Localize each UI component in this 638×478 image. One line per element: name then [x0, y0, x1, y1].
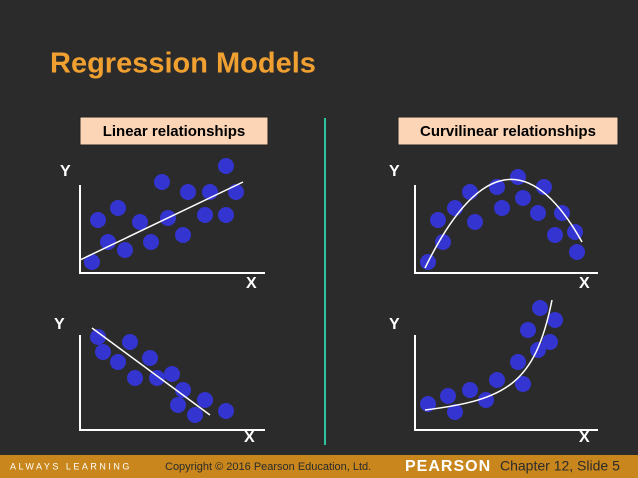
scatter-point — [218, 403, 234, 419]
scatter-point — [218, 158, 234, 174]
footer-bar — [0, 455, 638, 478]
fit-curve — [424, 178, 583, 269]
scatter-point — [467, 214, 483, 230]
scatter-point — [84, 254, 100, 270]
scatter-point — [435, 234, 451, 250]
scatter-point — [515, 376, 531, 392]
scatter-point — [569, 244, 585, 260]
scatter-point — [515, 190, 531, 206]
scatter-point — [110, 200, 126, 216]
scatter-point — [520, 322, 536, 338]
scatter-point — [547, 312, 563, 328]
scatter-point — [149, 370, 165, 386]
slide-title: Regression Models — [50, 48, 316, 80]
scatter-points — [90, 329, 234, 423]
scatter-point — [90, 329, 106, 345]
scatter-point — [462, 382, 478, 398]
y-label: Y — [389, 163, 400, 180]
scatter-point — [187, 407, 203, 423]
scatter-point — [447, 200, 463, 216]
scatter-point — [90, 212, 106, 228]
scatter-point — [567, 224, 583, 240]
scatter-point — [494, 200, 510, 216]
scatter-point — [154, 174, 170, 190]
scatter-point — [127, 370, 143, 386]
scatter-point — [440, 388, 456, 404]
fit-line — [79, 181, 244, 261]
scatter-points — [420, 300, 563, 420]
scatter-point — [547, 227, 563, 243]
scatter-point — [175, 382, 191, 398]
scatter-point — [170, 397, 186, 413]
fit-curve — [424, 299, 553, 411]
scatter-point — [117, 242, 133, 258]
scatter-point — [218, 207, 234, 223]
axes — [414, 185, 598, 274]
scatter-point — [542, 334, 558, 350]
axes — [79, 335, 265, 431]
scatter-point — [536, 179, 552, 195]
scatter-point — [489, 372, 505, 388]
scatter-point — [197, 392, 213, 408]
y-label: Y — [389, 316, 400, 333]
scatter-point — [462, 184, 478, 200]
footer-brand: PEARSON — [405, 458, 491, 475]
footer-tagline: ALWAYS LEARNING — [10, 461, 132, 471]
x-label: X — [579, 275, 590, 292]
x-label: X — [246, 275, 257, 292]
scatter-point — [447, 404, 463, 420]
scatter-point — [95, 344, 111, 360]
footer-slide: Chapter 12, Slide 5 — [500, 458, 620, 474]
scatter-point — [100, 234, 116, 250]
footer-copyright: Copyright © 2016 Pearson Education, Ltd. — [165, 461, 371, 473]
x-label: X — [579, 429, 590, 446]
y-label: Y — [54, 316, 65, 333]
y-label: Y — [60, 163, 71, 180]
x-label: X — [244, 429, 255, 446]
scatter-point — [530, 342, 546, 358]
scatter-points — [84, 158, 244, 270]
label-box — [397, 116, 619, 146]
scatter-point — [420, 396, 436, 412]
scatter-point — [532, 300, 548, 316]
scatter-point — [143, 234, 159, 250]
scatter-point — [164, 366, 180, 382]
label-box — [79, 116, 269, 146]
panel-label: Linear relationships — [103, 123, 246, 140]
scatter-point — [132, 214, 148, 230]
scatter-point — [228, 184, 244, 200]
scatter-point — [510, 169, 526, 185]
scatter-point — [530, 205, 546, 221]
axes — [79, 185, 265, 274]
scatter-point — [142, 350, 158, 366]
scatter-point — [175, 227, 191, 243]
scatter-point — [197, 207, 213, 223]
scatter-point — [122, 334, 138, 350]
fit-line — [91, 327, 211, 416]
scatter-point — [430, 212, 446, 228]
axes — [414, 335, 598, 431]
panel-label: Curvilinear relationships — [420, 123, 596, 140]
scatter-point — [180, 184, 196, 200]
scatter-point — [510, 354, 526, 370]
scatter-point — [110, 354, 126, 370]
